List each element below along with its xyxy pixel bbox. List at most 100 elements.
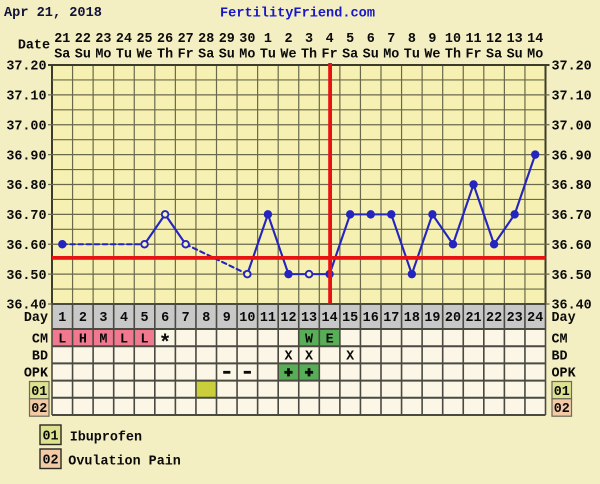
svg-text:Day: Day (24, 311, 48, 326)
svg-text:14: 14 (322, 311, 338, 326)
svg-text:36.90: 36.90 (6, 149, 46, 164)
svg-text:28: 28 (198, 32, 214, 47)
svg-text:Sa: Sa (198, 48, 214, 63)
svg-text:19: 19 (424, 311, 440, 326)
svg-text:18: 18 (404, 311, 420, 326)
svg-text:Th: Th (157, 48, 173, 63)
svg-text:14: 14 (527, 32, 543, 47)
svg-text:L: L (141, 332, 149, 347)
svg-text:L: L (58, 332, 66, 347)
svg-text:W: W (305, 332, 314, 347)
svg-text:25: 25 (136, 32, 152, 47)
svg-text:21: 21 (465, 311, 481, 326)
svg-text:Sa: Sa (486, 48, 502, 63)
svg-text:10: 10 (239, 311, 255, 326)
svg-text:Tu: Tu (404, 48, 420, 63)
svg-text:2: 2 (284, 32, 292, 47)
svg-text:Mo: Mo (239, 48, 255, 63)
svg-text:27: 27 (178, 32, 194, 47)
svg-text:22: 22 (486, 311, 502, 326)
svg-text:6: 6 (161, 311, 169, 326)
svg-text:30: 30 (239, 32, 255, 47)
svg-text:Th: Th (445, 48, 461, 63)
svg-text:H: H (79, 332, 87, 347)
svg-text:17: 17 (383, 311, 399, 326)
svg-text:Fr: Fr (178, 48, 194, 63)
svg-text:8: 8 (408, 32, 416, 47)
svg-text:22: 22 (75, 32, 91, 47)
svg-text:6: 6 (367, 32, 375, 47)
svg-text:Su: Su (507, 48, 523, 63)
svg-text:37.10: 37.10 (6, 90, 46, 105)
svg-text:OPK: OPK (552, 367, 577, 382)
svg-text:CM: CM (32, 332, 48, 347)
svg-text:3: 3 (99, 311, 107, 326)
svg-text:BD: BD (552, 350, 568, 365)
svg-text:9: 9 (223, 311, 231, 326)
svg-text:4: 4 (120, 311, 128, 326)
svg-text:13: 13 (507, 32, 523, 47)
svg-text:02: 02 (554, 402, 570, 417)
svg-text:36.40: 36.40 (6, 299, 46, 314)
svg-text:02: 02 (42, 453, 58, 468)
svg-text:26: 26 (157, 32, 173, 47)
svg-text:11: 11 (465, 32, 481, 47)
svg-text:12: 12 (280, 311, 296, 326)
svg-text:36.50: 36.50 (552, 269, 592, 284)
svg-text:Su: Su (219, 48, 235, 63)
svg-text:01: 01 (31, 385, 47, 400)
svg-text:Fr: Fr (322, 48, 338, 63)
svg-text:2: 2 (79, 311, 87, 326)
svg-text:36.80: 36.80 (552, 179, 592, 194)
svg-text:23: 23 (95, 32, 111, 47)
svg-text:36.80: 36.80 (6, 179, 46, 194)
svg-text:Ovulation Pain: Ovulation Pain (68, 454, 181, 469)
svg-text:*: * (159, 333, 172, 356)
svg-text:8: 8 (202, 311, 210, 326)
svg-text:20: 20 (445, 311, 461, 326)
svg-text:02: 02 (31, 402, 47, 417)
svg-text:OPK: OPK (24, 367, 49, 382)
svg-text:L: L (120, 332, 128, 347)
svg-text:E: E (326, 332, 334, 347)
svg-text:36.50: 36.50 (6, 269, 46, 284)
svg-text:37.10: 37.10 (552, 90, 592, 105)
svg-text:Tu: Tu (260, 48, 276, 63)
svg-text:Su: Su (363, 48, 379, 63)
svg-text:36.90: 36.90 (552, 149, 592, 164)
svg-text:We: We (136, 48, 152, 63)
svg-text:X: X (346, 350, 355, 365)
svg-text:5: 5 (346, 32, 354, 47)
svg-text:12: 12 (486, 32, 502, 47)
svg-text:Apr 21, 2018: Apr 21, 2018 (4, 6, 102, 21)
svg-text:4: 4 (326, 32, 334, 47)
svg-text:We: We (280, 48, 296, 63)
svg-text:Date: Date (18, 39, 50, 54)
svg-text:Fr: Fr (465, 48, 481, 63)
svg-text:We: We (424, 48, 440, 63)
svg-text:5: 5 (141, 311, 149, 326)
svg-text:16: 16 (363, 311, 379, 326)
svg-text:01: 01 (42, 429, 58, 444)
svg-text:Mo: Mo (383, 48, 399, 63)
svg-text:Sa: Sa (54, 48, 70, 63)
svg-text:X: X (305, 350, 314, 365)
svg-text:11: 11 (260, 311, 276, 326)
svg-text:Mo: Mo (95, 48, 111, 63)
svg-text:9: 9 (428, 32, 436, 47)
svg-text:01: 01 (554, 385, 570, 400)
svg-text:36.70: 36.70 (6, 209, 46, 224)
svg-text:24: 24 (527, 311, 543, 326)
svg-text:Day: Day (552, 311, 576, 326)
svg-text:Ibuprofen: Ibuprofen (70, 430, 142, 445)
svg-text:13: 13 (301, 311, 317, 326)
svg-text:Sa: Sa (342, 48, 358, 63)
svg-text:X: X (284, 350, 293, 365)
svg-text:BD: BD (32, 350, 48, 365)
svg-text:Th: Th (301, 48, 317, 63)
svg-text:7: 7 (387, 32, 395, 47)
svg-text:7: 7 (182, 311, 190, 326)
svg-text:1: 1 (58, 311, 66, 326)
svg-text:3: 3 (305, 32, 313, 47)
svg-text:M: M (99, 332, 107, 347)
